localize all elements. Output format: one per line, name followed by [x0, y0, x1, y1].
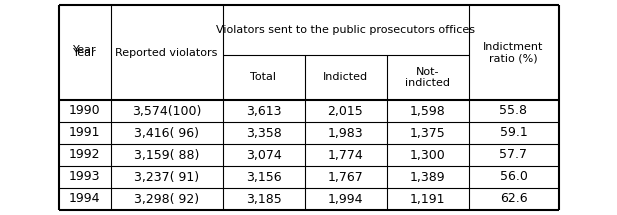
Text: Year: Year: [73, 45, 96, 55]
Text: 55.8: 55.8: [500, 104, 528, 118]
Text: Violators sent to the public prosecutors offices: Violators sent to the public prosecutors…: [216, 25, 475, 35]
Text: Indictment
ratio (%): Indictment ratio (%): [483, 42, 544, 63]
Text: 3,358: 3,358: [246, 126, 281, 140]
Text: 1,598: 1,598: [410, 104, 445, 118]
Text: 1,389: 1,389: [410, 170, 445, 183]
Text: 3,237( 91): 3,237( 91): [134, 170, 199, 183]
Text: 1,375: 1,375: [410, 126, 445, 140]
Text: 3,574(100): 3,574(100): [132, 104, 201, 118]
Text: Year: Year: [73, 48, 96, 57]
Text: 56.0: 56.0: [500, 170, 528, 183]
Text: Total: Total: [251, 72, 276, 83]
Text: Indicted: Indicted: [323, 72, 368, 83]
Text: 59.1: 59.1: [500, 126, 528, 140]
Text: 1,191: 1,191: [410, 192, 445, 206]
Text: 3,159( 88): 3,159( 88): [134, 149, 199, 161]
Text: 1,774: 1,774: [328, 149, 363, 161]
Text: 3,298( 92): 3,298( 92): [134, 192, 199, 206]
Text: Reported violators: Reported violators: [115, 48, 218, 57]
Text: 1990: 1990: [68, 104, 101, 118]
Text: 1,983: 1,983: [328, 126, 363, 140]
Text: 1994: 1994: [68, 192, 100, 206]
Text: 3,156: 3,156: [246, 170, 281, 183]
Text: 2,015: 2,015: [328, 104, 363, 118]
Text: 3,416( 96): 3,416( 96): [134, 126, 199, 140]
Text: 1,994: 1,994: [328, 192, 363, 206]
Text: 3,185: 3,185: [246, 192, 281, 206]
Text: 1992: 1992: [68, 149, 100, 161]
Text: 1991: 1991: [68, 126, 100, 140]
Text: 3,613: 3,613: [246, 104, 281, 118]
Text: 3,074: 3,074: [246, 149, 281, 161]
Text: 1,300: 1,300: [410, 149, 445, 161]
Text: 1,767: 1,767: [328, 170, 363, 183]
Text: Not-
indicted: Not- indicted: [405, 67, 450, 88]
Text: 1993: 1993: [68, 170, 100, 183]
Text: 57.7: 57.7: [500, 149, 528, 161]
Text: 62.6: 62.6: [500, 192, 528, 206]
